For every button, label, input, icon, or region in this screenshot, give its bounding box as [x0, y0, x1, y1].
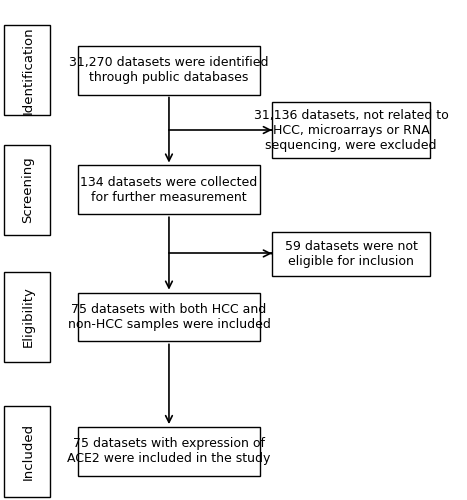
FancyBboxPatch shape [78, 427, 260, 476]
Text: 59 datasets were not
eligible for inclusion: 59 datasets were not eligible for inclus… [285, 240, 417, 268]
Text: Eligibility: Eligibility [21, 286, 35, 348]
FancyBboxPatch shape [78, 166, 260, 214]
FancyBboxPatch shape [4, 25, 50, 116]
FancyBboxPatch shape [272, 232, 430, 276]
Text: Included: Included [21, 423, 35, 480]
FancyBboxPatch shape [78, 292, 260, 342]
Text: Identification: Identification [21, 26, 35, 114]
Text: 31,136 datasets, not related to
HCC, microarrays or RNA
sequencing, were exclude: 31,136 datasets, not related to HCC, mic… [254, 109, 448, 152]
Text: 75 datasets with expression of
ACE2 were included in the study: 75 datasets with expression of ACE2 were… [67, 438, 271, 466]
Text: Screening: Screening [21, 156, 35, 224]
Text: 31,270 datasets were identified
through public databases: 31,270 datasets were identified through … [69, 56, 269, 84]
FancyBboxPatch shape [78, 46, 260, 94]
FancyBboxPatch shape [272, 102, 430, 158]
FancyBboxPatch shape [4, 272, 50, 362]
Text: 134 datasets were collected
for further measurement: 134 datasets were collected for further … [80, 176, 258, 204]
FancyBboxPatch shape [4, 406, 50, 496]
FancyBboxPatch shape [4, 144, 50, 235]
Text: 75 datasets with both HCC and
non-HCC samples were included: 75 datasets with both HCC and non-HCC sa… [68, 303, 270, 331]
